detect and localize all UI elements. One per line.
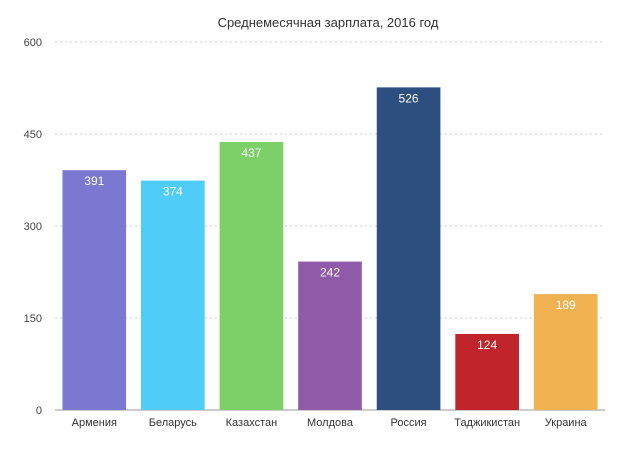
bar bbox=[298, 261, 362, 410]
y-tick-label: 300 bbox=[24, 221, 42, 233]
y-axis-ticks: 0 150 300 450 600 bbox=[24, 37, 42, 417]
bar-value-label: 242 bbox=[320, 266, 340, 280]
bar-value-label: 124 bbox=[477, 338, 497, 352]
x-tick-label: Украина bbox=[545, 417, 588, 429]
x-tick-label: Молдова bbox=[307, 417, 354, 429]
bar bbox=[62, 170, 127, 410]
bar bbox=[141, 180, 205, 410]
y-tick-label: 450 bbox=[24, 129, 42, 141]
y-tick-label: 600 bbox=[24, 37, 42, 49]
y-tick-label: 0 bbox=[36, 405, 42, 417]
bar bbox=[533, 294, 598, 410]
x-tick-label: Россия bbox=[391, 417, 427, 429]
value-labels: 391 374 437 242 526 124 189 bbox=[84, 91, 576, 352]
chart-title: Среднемесячная зарплата, 2016 год bbox=[218, 15, 439, 30]
y-tick-label: 150 bbox=[24, 313, 42, 325]
x-tick-label: Казахстан bbox=[226, 417, 278, 429]
x-axis-ticks: Армения Беларусь Казахстан Молдова Россия Тад… bbox=[72, 417, 588, 429]
x-tick-label: Беларусь bbox=[149, 417, 197, 429]
bar-value-label: 391 bbox=[84, 174, 104, 188]
bar-value-label: 437 bbox=[241, 146, 261, 160]
bar-value-label: 374 bbox=[163, 185, 183, 199]
bar-value-label: 189 bbox=[556, 298, 576, 312]
bar bbox=[219, 141, 284, 410]
bar bbox=[376, 87, 441, 411]
x-tick-label: Армения bbox=[72, 417, 117, 429]
x-tick-label: Таджикистан bbox=[454, 417, 520, 429]
bars bbox=[62, 87, 598, 411]
bar bbox=[455, 333, 519, 410]
bar-value-label: 526 bbox=[399, 91, 419, 105]
